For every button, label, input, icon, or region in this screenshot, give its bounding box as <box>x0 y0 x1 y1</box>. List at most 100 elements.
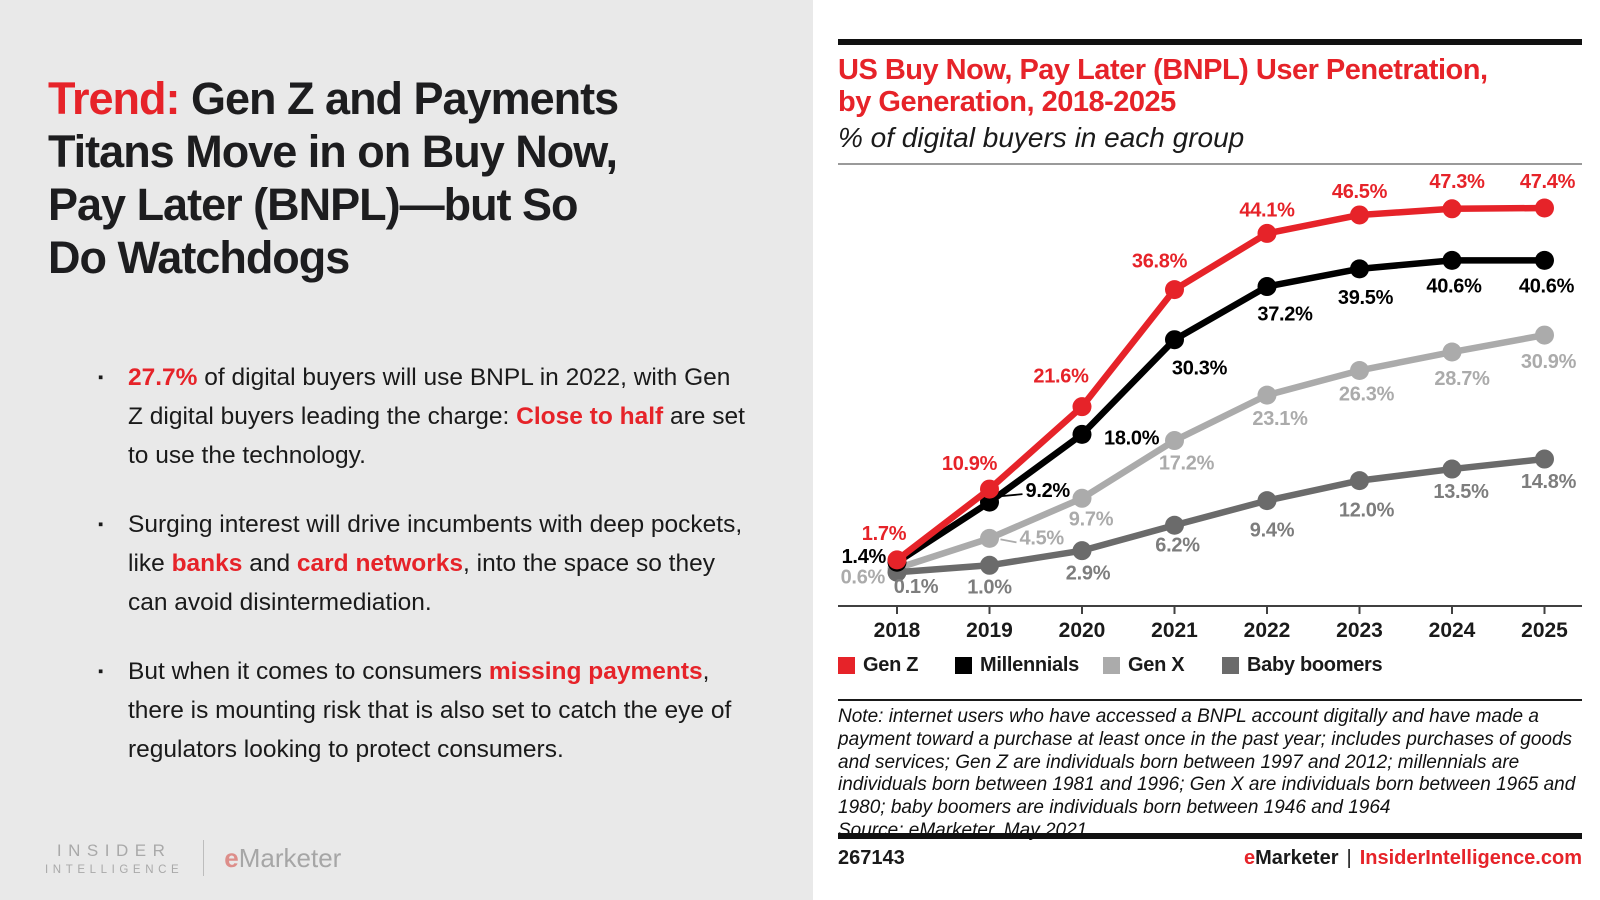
emarketer-logo: eMarketer <box>224 843 341 874</box>
data-point-baby-boomers <box>1350 471 1369 491</box>
value-label-baby-boomers: 9.4% <box>1250 520 1295 542</box>
footer-site-link[interactable]: InsiderIntelligence.com <box>1359 847 1582 869</box>
headline-line3: Pay Later (BNPL)—but So <box>48 179 579 230</box>
data-point-gen-z <box>1535 198 1554 218</box>
value-label-gen-x: 9.7% <box>1069 508 1114 530</box>
bullet-marker-icon: ▪ <box>98 663 104 680</box>
footer-separator: | <box>1346 847 1352 869</box>
value-label-gen-x: 17.2% <box>1159 453 1215 475</box>
value-label-gen-z: 46.5% <box>1332 181 1388 203</box>
value-label-gen-z: 21.6% <box>1033 366 1089 388</box>
x-axis-year-label: 2022 <box>1244 619 1291 642</box>
insider-intelligence-logo: INSIDER INTELLIGENCE <box>45 841 183 876</box>
bullet-emphasis-text: 27.7% <box>128 364 198 391</box>
x-axis-year-label: 2025 <box>1521 619 1568 642</box>
data-point-millennials <box>1165 330 1184 350</box>
bullet-item: ▪ But when it comes to consumers missing … <box>98 652 746 769</box>
value-label-gen-z: 47.4% <box>1520 171 1576 193</box>
legend-item-baby-boomers: Baby boomers <box>1222 654 1383 677</box>
data-point-gen-z <box>1165 280 1184 300</box>
subtitle-rule <box>838 163 1582 165</box>
data-point-millennials <box>1072 424 1092 444</box>
data-point-gen-z <box>1442 199 1462 219</box>
footer-emarketer-rest: Marketer <box>1255 847 1339 869</box>
x-axis-year-label: 2023 <box>1336 619 1383 642</box>
bullet-plain-text: , into the space so they can avoid disin… <box>128 550 715 616</box>
footer-emarketer-e: e <box>1243 847 1256 869</box>
value-label-millennials: 18.0% <box>1104 427 1160 449</box>
chart-title-line1: US Buy Now, Pay Later (BNPL) User Penetr… <box>838 54 1488 86</box>
data-point-gen-x <box>1350 360 1369 380</box>
data-point-baby-boomers <box>1072 541 1092 561</box>
value-label-gen-x: 0.6% <box>841 566 886 588</box>
value-label-gen-z: 47.3% <box>1429 171 1485 193</box>
legend-swatch-baby-boomers <box>1222 657 1239 674</box>
legend-label-gen-z: Gen Z <box>863 654 919 676</box>
value-label-baby-boomers: 13.5% <box>1433 481 1489 503</box>
series-line-gen-x <box>893 331 1548 572</box>
value-label-baby-boomers: 2.9% <box>1066 563 1111 585</box>
chart-title: US Buy Now, Pay Later (BNPL) User Penetr… <box>838 54 1582 118</box>
label-leader-line <box>1000 538 1017 544</box>
value-label-millennials: 37.2% <box>1257 304 1313 326</box>
series-line-gen-z <box>893 204 1548 564</box>
data-point-gen-x <box>1442 342 1462 362</box>
legend-item-millennials: Millennials <box>955 654 1079 677</box>
data-point-baby-boomers <box>980 555 999 575</box>
legend-item-gen-x: Gen X <box>1103 654 1185 677</box>
headline-line1: Gen Z and Payments <box>191 73 619 124</box>
data-point-gen-z <box>1072 397 1092 417</box>
value-label-millennials: 40.6% <box>1426 275 1482 297</box>
data-point-gen-x <box>1535 325 1554 345</box>
bullet-text: Surging interest will drive incumbents w… <box>128 505 746 622</box>
note-text: Note: internet users who have accessed a… <box>838 706 1576 819</box>
insider-logo-line2: INTELLIGENCE <box>45 863 184 876</box>
bullet-emphasis-text: banks <box>171 550 243 577</box>
slide-headline: Trend: Gen Z and Payments Titans Move in… <box>48 72 760 284</box>
value-label-millennials: 40.6% <box>1519 275 1575 297</box>
legend-label-millennials: Millennials <box>980 654 1079 676</box>
value-label-gen-x: 23.1% <box>1252 408 1308 430</box>
label-leader-line <box>1001 493 1023 498</box>
source-text: Source: eMarketer, May 2021 <box>838 819 1088 841</box>
data-point-baby-boomers <box>1257 491 1277 511</box>
legend-label-baby-boomers: Baby boomers <box>1247 654 1383 676</box>
value-label-baby-boomers: 12.0% <box>1339 500 1395 522</box>
value-label-gen-z: 36.8% <box>1132 251 1188 273</box>
value-label-gen-z: 44.1% <box>1239 199 1295 221</box>
chart-legend: Gen Z Millennials Gen X Baby boomers <box>824 654 1582 680</box>
bullet-list: ▪ 27.7% of digital buyers will use BNPL i… <box>98 358 746 799</box>
headline-line4: Do Watchdogs <box>48 232 350 283</box>
value-label-millennials: 1.4% <box>842 546 887 568</box>
value-label-baby-boomers: 6.2% <box>1155 534 1200 556</box>
emarketer-logo-e: e <box>224 842 239 873</box>
data-point-gen-z <box>1350 205 1369 225</box>
value-label-gen-x: 26.3% <box>1339 383 1395 405</box>
bullet-marker-icon: ▪ <box>98 369 104 386</box>
legend-label-gen-x: Gen X <box>1128 654 1185 676</box>
data-point-millennials <box>980 492 999 512</box>
data-point-gen-x <box>980 528 999 548</box>
data-point-baby-boomers <box>1442 459 1462 479</box>
bullet-emphasis-text: card networks <box>296 550 464 577</box>
data-point-millennials <box>1257 277 1277 297</box>
value-label-baby-boomers: 0.1% <box>894 576 939 598</box>
footer-bar <box>838 833 1582 839</box>
data-point-gen-z <box>887 550 907 570</box>
legend-item-gen-z: Gen Z <box>838 654 918 677</box>
data-point-baby-boomers <box>1535 449 1554 469</box>
bnpl-line-chart: 2018 2019 2020 2021 2022 2023 2024 2025 0.6% 4.5%… <box>838 171 1582 642</box>
value-label-millennials: 30.3% <box>1172 358 1228 380</box>
bullet-text: 27.7% of digital buyers will use BNPL in… <box>128 358 746 475</box>
data-point-gen-x <box>1072 488 1092 508</box>
x-axis-year-label: 2020 <box>1059 619 1106 642</box>
chart-title-line2: by Generation, 2018-2025 <box>838 86 1176 118</box>
x-axis-year-label: 2021 <box>1151 619 1198 642</box>
bullet-emphasis-text: Close to half <box>516 403 664 430</box>
value-label-millennials: 9.2% <box>1026 480 1071 502</box>
data-point-gen-x <box>1165 431 1184 451</box>
bullet-emphasis-text: missing payments <box>488 658 703 685</box>
value-label-millennials: 39.5% <box>1338 287 1394 309</box>
bullet-plain-text: and <box>242 550 297 577</box>
